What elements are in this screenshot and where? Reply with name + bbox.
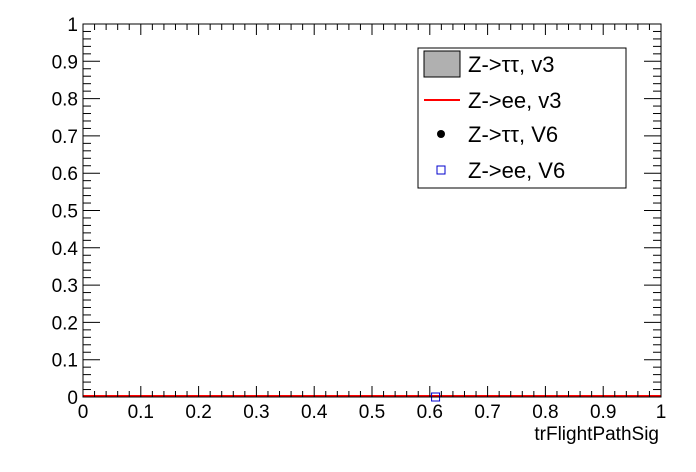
legend-swatch-square <box>436 165 446 175</box>
legend-swatch-fill <box>423 50 461 78</box>
x-tick-label: 0.9 <box>590 402 616 423</box>
x-tick-label: 0.7 <box>474 402 500 423</box>
x-tick-label: 0.1 <box>128 402 154 423</box>
legend-label: Z->ττ, V6 <box>468 122 558 147</box>
x-tick-label: 0.6 <box>417 402 443 423</box>
legend-label: Z->ee, V6 <box>468 158 565 183</box>
x-tick-label: 0.5 <box>359 402 385 423</box>
y-tick-label: 0.8 <box>52 90 78 111</box>
legend-swatch-dot <box>437 130 445 138</box>
x-tick-label: 0.8 <box>532 402 558 423</box>
x-axis-title: trFlightPathSig <box>534 424 659 445</box>
y-tick-label: 0.9 <box>52 52 78 73</box>
axis-ticks <box>82 23 662 398</box>
x-tick-label: 0.3 <box>243 402 269 423</box>
y-tick-label: 0.2 <box>52 313 78 334</box>
legend-label: Z->ττ, v3 <box>468 52 554 77</box>
y-tick-label: 0.6 <box>52 164 78 185</box>
x-tick-label: 0 <box>78 402 89 423</box>
y-tick-label: 0 <box>67 388 78 409</box>
legend-entries: Z->ττ, v3 Z->ee, v3 Z->ττ, V6 Z->ee, V6 <box>423 50 565 183</box>
x-tick-label: 0.2 <box>185 402 211 423</box>
y-tick-label: 0.3 <box>52 276 78 297</box>
x-tick-label: 1 <box>656 402 667 423</box>
y-tick-label: 1 <box>67 15 78 36</box>
y-tick-label: 0.5 <box>52 202 78 223</box>
y-tick-label: 0.1 <box>52 351 78 372</box>
y-tick-label: 0.4 <box>52 239 79 260</box>
y-tick-label: 0.7 <box>52 127 78 148</box>
axis-tick-labels: 0 0.1 0.2 0.3 0.4 0.5 0.6 0.7 0.8 0.9 1 0 0.1 0.2 0.3 0… <box>52 15 667 423</box>
legend: Z->ττ, v3 Z->ee, v3 Z->ττ, V6 Z->ee, V6 <box>417 47 627 189</box>
legend-label: Z->ee, v3 <box>468 88 562 113</box>
x-tick-label: 0.4 <box>301 402 328 423</box>
